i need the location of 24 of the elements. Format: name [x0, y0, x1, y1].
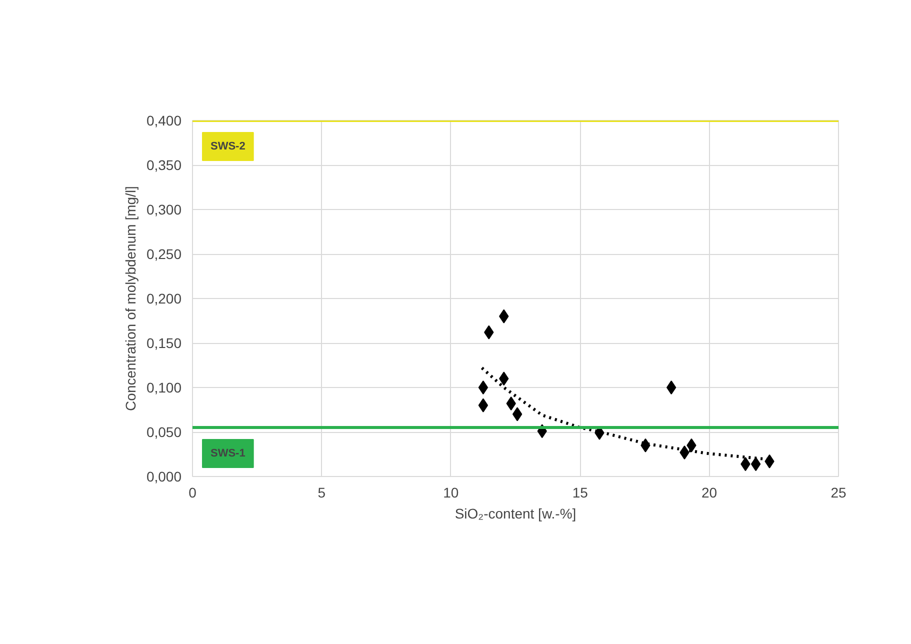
y-axis-title: Concentration of molybdenum [mg/l] — [122, 186, 138, 411]
y-tick-label: 0,350 — [146, 157, 182, 173]
x-axis-title: SiO₂-content [w.-%] — [454, 506, 576, 522]
x-tick-label: 10 — [443, 484, 459, 500]
x-tick-label: 5 — [318, 484, 326, 500]
y-tick-label: 0,150 — [146, 335, 182, 351]
x-tick-label: 0 — [188, 484, 197, 500]
y-tick-label: 0,200 — [146, 290, 182, 306]
point — [478, 398, 488, 412]
y-tick-label: 0,400 — [146, 112, 182, 128]
point — [512, 407, 522, 422]
x-tick-label: 15 — [572, 484, 588, 500]
x-tick-label: 20 — [702, 484, 718, 500]
y-tick-label: 0,100 — [146, 380, 182, 396]
y-tick-label: 0,050 — [146, 424, 182, 440]
y-tick-label: 0,300 — [146, 202, 182, 218]
x-tick-label: 25 — [830, 484, 846, 500]
ref-line-label: SWS-2 — [210, 140, 246, 152]
ref-line-label: SWS-1 — [210, 448, 246, 460]
point — [666, 380, 676, 394]
y-tick-label: 0,000 — [146, 468, 182, 484]
y-tick-label: 0,250 — [146, 246, 182, 262]
point — [750, 457, 761, 472]
point — [478, 380, 488, 394]
